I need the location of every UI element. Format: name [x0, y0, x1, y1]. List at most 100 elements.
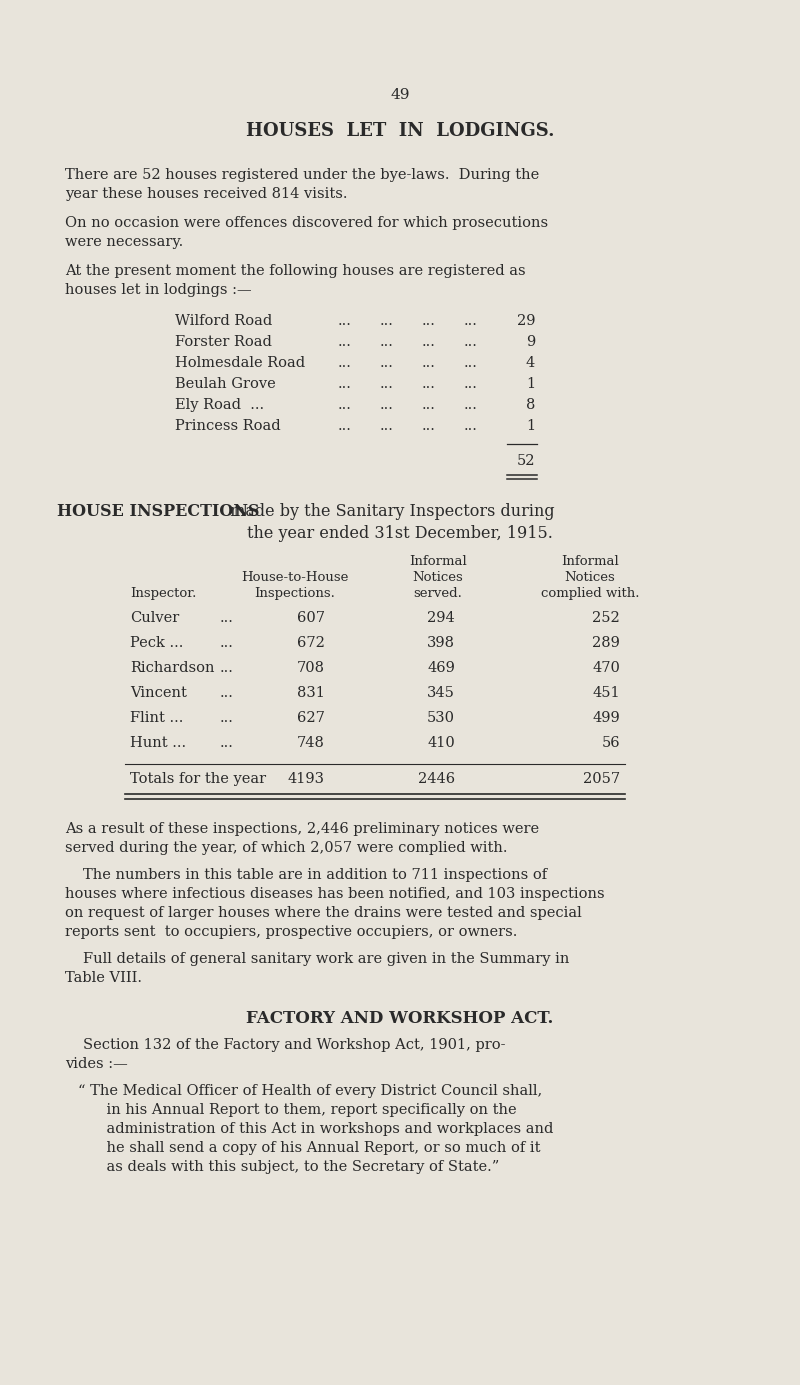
Text: 1: 1	[526, 420, 535, 434]
Text: 470: 470	[592, 661, 620, 674]
Text: ...: ...	[464, 314, 478, 328]
Text: House-to-House: House-to-House	[242, 571, 349, 584]
Text: 607: 607	[297, 611, 325, 625]
Text: 9: 9	[526, 335, 535, 349]
Text: On no occasion were offences discovered for which prosecutions: On no occasion were offences discovered …	[65, 216, 548, 230]
Text: Table VIII.: Table VIII.	[65, 971, 142, 985]
Text: were necessary.: were necessary.	[65, 235, 183, 249]
Text: Hunt ...: Hunt ...	[130, 735, 186, 751]
Text: 52: 52	[517, 454, 535, 468]
Text: houses where infectious diseases has been notified, and 103 inspections: houses where infectious diseases has bee…	[65, 886, 605, 902]
Text: ...: ...	[338, 335, 352, 349]
Text: 748: 748	[297, 735, 325, 751]
Text: ...: ...	[220, 611, 234, 625]
Text: Inspector.: Inspector.	[130, 587, 196, 600]
Text: 398: 398	[427, 636, 455, 650]
Text: vides :—: vides :—	[65, 1057, 128, 1071]
Text: year these houses received 814 visits.: year these houses received 814 visits.	[65, 187, 347, 201]
Text: ...: ...	[464, 420, 478, 434]
Text: ...: ...	[220, 735, 234, 751]
Text: ...: ...	[464, 397, 478, 411]
Text: ...: ...	[380, 335, 394, 349]
Text: Beulah Grove: Beulah Grove	[175, 377, 276, 391]
Text: 451: 451	[592, 686, 620, 699]
Text: ...: ...	[422, 356, 436, 370]
Text: administration of this Act in workshops and workplaces and: administration of this Act in workshops …	[88, 1122, 554, 1136]
Text: 530: 530	[427, 711, 455, 724]
Text: At the present moment the following houses are registered as: At the present moment the following hous…	[65, 265, 526, 278]
Text: houses let in lodgings :—: houses let in lodgings :—	[65, 283, 252, 296]
Text: ...: ...	[380, 314, 394, 328]
Text: 294: 294	[427, 611, 455, 625]
Text: ...: ...	[220, 661, 234, 674]
Text: ...: ...	[338, 314, 352, 328]
Text: Notices: Notices	[413, 571, 463, 584]
Text: as deals with this subject, to the Secretary of State.”: as deals with this subject, to the Secre…	[88, 1161, 499, 1174]
Text: Forster Road: Forster Road	[175, 335, 272, 349]
Text: ...: ...	[464, 356, 478, 370]
Text: Ely Road  ...: Ely Road ...	[175, 397, 264, 411]
Text: 49: 49	[390, 89, 410, 102]
Text: 8: 8	[526, 397, 535, 411]
Text: Vincent: Vincent	[130, 686, 187, 699]
Text: Informal: Informal	[409, 555, 467, 568]
Text: the year ended 31st December, 1915.: the year ended 31st December, 1915.	[247, 525, 553, 542]
Text: 469: 469	[427, 661, 455, 674]
Text: in his Annual Report to them, report specifically on the: in his Annual Report to them, report spe…	[88, 1102, 517, 1116]
Text: 831: 831	[297, 686, 325, 699]
Text: 627: 627	[297, 711, 325, 724]
Text: ...: ...	[464, 377, 478, 391]
Text: HOUSES  LET  IN  LODGINGS.: HOUSES LET IN LODGINGS.	[246, 122, 554, 140]
Text: 289: 289	[592, 636, 620, 650]
Text: ...: ...	[380, 356, 394, 370]
Text: Culver: Culver	[130, 611, 179, 625]
Text: Holmesdale Road: Holmesdale Road	[175, 356, 305, 370]
Text: ...: ...	[220, 711, 234, 724]
Text: served during the year, of which 2,057 were complied with.: served during the year, of which 2,057 w…	[65, 841, 507, 855]
Text: on request of larger houses where the drains were tested and special: on request of larger houses where the dr…	[65, 906, 582, 920]
Text: 708: 708	[297, 661, 325, 674]
Text: Totals for the year: Totals for the year	[130, 771, 266, 787]
Text: Informal: Informal	[561, 555, 619, 568]
Text: ...: ...	[220, 636, 234, 650]
Text: 4: 4	[526, 356, 535, 370]
Text: Richardson: Richardson	[130, 661, 214, 674]
Text: 2057: 2057	[583, 771, 620, 787]
Text: HOUSE INSPECTIONS: HOUSE INSPECTIONS	[57, 503, 259, 519]
Text: 672: 672	[297, 636, 325, 650]
Text: ...: ...	[338, 397, 352, 411]
Text: FACTORY AND WORKSHOP ACT.: FACTORY AND WORKSHOP ACT.	[246, 1010, 554, 1028]
Text: Peck ...: Peck ...	[130, 636, 183, 650]
Text: 252: 252	[592, 611, 620, 625]
Text: 345: 345	[427, 686, 455, 699]
Text: served.: served.	[414, 587, 462, 600]
Text: Princess Road: Princess Road	[175, 420, 281, 434]
Text: 56: 56	[602, 735, 620, 751]
Text: ...: ...	[464, 335, 478, 349]
Text: 4193: 4193	[288, 771, 325, 787]
Text: 29: 29	[517, 314, 535, 328]
Text: There are 52 houses registered under the bye-laws.  During the: There are 52 houses registered under the…	[65, 168, 539, 181]
Text: made by the Sanitary Inspectors during: made by the Sanitary Inspectors during	[225, 503, 554, 519]
Text: ...: ...	[422, 314, 436, 328]
Text: ...: ...	[220, 686, 234, 699]
Text: reports sent  to occupiers, prospective occupiers, or owners.: reports sent to occupiers, prospective o…	[65, 925, 518, 939]
Text: ...: ...	[422, 397, 436, 411]
Text: Section 132 of the Factory and Workshop Act, 1901, pro-: Section 132 of the Factory and Workshop …	[83, 1037, 506, 1053]
Text: 410: 410	[427, 735, 455, 751]
Text: ...: ...	[338, 356, 352, 370]
Text: Notices: Notices	[565, 571, 615, 584]
Text: The numbers in this table are in addition to 711 inspections of: The numbers in this table are in additio…	[83, 868, 547, 882]
Text: Flint ...: Flint ...	[130, 711, 183, 724]
Text: “ The Medical Officer of Health of every District Council shall,: “ The Medical Officer of Health of every…	[78, 1084, 542, 1098]
Text: Wilford Road: Wilford Road	[175, 314, 272, 328]
Text: 2446: 2446	[418, 771, 455, 787]
Text: complied with.: complied with.	[541, 587, 639, 600]
Text: Full details of general sanitary work are given in the Summary in: Full details of general sanitary work ar…	[83, 951, 570, 965]
Text: 499: 499	[592, 711, 620, 724]
Text: ...: ...	[422, 377, 436, 391]
Text: ...: ...	[422, 335, 436, 349]
Text: ...: ...	[338, 420, 352, 434]
Text: he shall send a copy of his Annual Report, or so much of it: he shall send a copy of his Annual Repor…	[88, 1141, 541, 1155]
Text: ...: ...	[380, 420, 394, 434]
